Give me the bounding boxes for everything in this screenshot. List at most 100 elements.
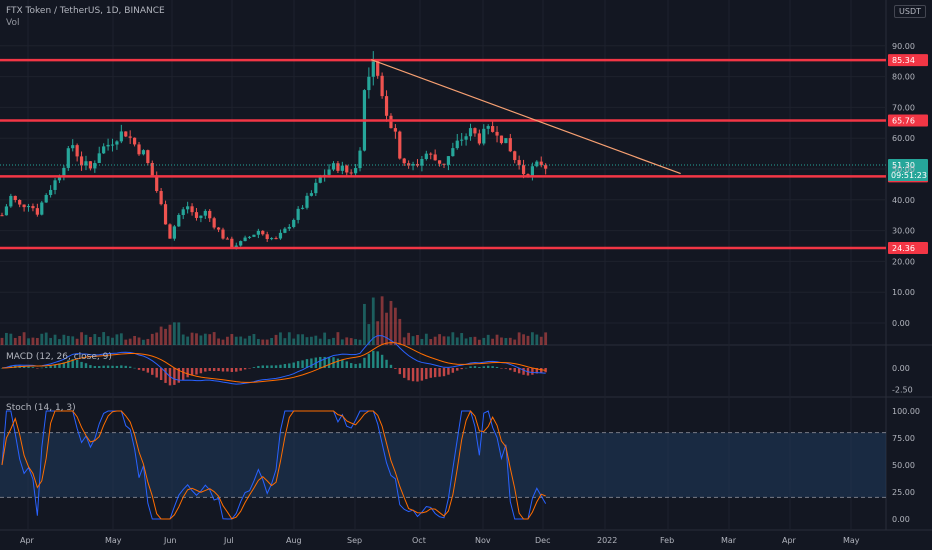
volume-bar (274, 334, 278, 345)
candle-body (168, 224, 172, 239)
candle-body (110, 144, 115, 146)
volume-bar (44, 332, 48, 345)
candle-body (539, 161, 543, 166)
macd-histogram-bar (288, 363, 291, 368)
macd-histogram-bar (394, 368, 397, 369)
candle-body (208, 210, 212, 219)
volume-bar (363, 303, 366, 345)
macd-histogram-bar (478, 366, 481, 368)
macd-histogram-bar (323, 356, 326, 368)
macd-histogram-bar (257, 365, 260, 368)
candle-body (221, 229, 225, 239)
current-price-tag (888, 159, 928, 181)
volume-bar (495, 334, 499, 345)
candle-body (535, 161, 539, 167)
candle-body (468, 128, 473, 137)
candle-body (473, 128, 477, 134)
candle-body (376, 61, 380, 76)
macd-histogram-bar (385, 359, 388, 368)
macd-histogram-bar (270, 365, 273, 368)
volume-bar (508, 337, 512, 345)
candle-body (97, 153, 101, 164)
candle-body (336, 163, 340, 171)
volume-bar (402, 337, 406, 345)
candle-body (491, 126, 495, 132)
volume-bar (75, 338, 79, 345)
macd-histogram-bar (372, 350, 375, 368)
candle-body (354, 168, 358, 174)
candle-body (358, 150, 362, 169)
volume-bar (13, 337, 17, 345)
macd-histogram-bar (482, 366, 485, 368)
macd-histogram-bar (146, 368, 150, 373)
volume-bar (491, 338, 495, 345)
currency-button[interactable]: USDT (894, 5, 926, 18)
candle-body (349, 172, 353, 174)
price-tick-label: 0.00 (892, 319, 910, 328)
macd-histogram-bar (425, 368, 428, 380)
volume-bar (102, 332, 106, 345)
candle-body (234, 245, 238, 248)
macd-histogram-bar (102, 365, 105, 368)
candle-body (526, 174, 530, 176)
time-tick-label: May (843, 536, 860, 545)
volume-bar (119, 333, 123, 345)
macd-histogram-bar (195, 368, 198, 375)
volume-bar (420, 338, 424, 345)
candle-body (261, 230, 265, 235)
stoch-tick-label: 75.00 (892, 434, 915, 443)
volume-bar (393, 307, 397, 345)
macd-histogram-bar (274, 365, 278, 368)
candle-body (380, 75, 384, 97)
macd-histogram-bar (438, 368, 441, 377)
macd-histogram-bar (98, 366, 101, 368)
candle-body (305, 195, 309, 208)
volume-bar (58, 339, 61, 345)
macd-histogram-bar (71, 359, 74, 368)
volume-bar (181, 334, 185, 345)
volume-bar (31, 337, 35, 345)
macd-histogram-bar (504, 368, 508, 369)
macd-histogram-bar (159, 368, 163, 380)
candle-body (517, 160, 521, 166)
volume-bar (349, 338, 353, 345)
candle-body (35, 208, 39, 215)
candle-body (225, 238, 230, 240)
macd-histogram-bar (58, 363, 61, 368)
volume-bar (371, 297, 375, 345)
candle-body (79, 156, 84, 166)
macd-histogram-bar (22, 366, 26, 368)
volume-bar (327, 339, 331, 345)
candle-body (40, 202, 44, 215)
candle-body (150, 163, 154, 176)
macd-histogram-bar (522, 368, 525, 375)
macd-histogram-bar (62, 362, 66, 368)
volume-bar (62, 334, 66, 345)
macd-histogram-bar (442, 368, 446, 377)
stoch-d-line (1, 410, 546, 520)
candle-body (398, 131, 402, 159)
candle-body (274, 238, 278, 240)
candle-body (146, 150, 150, 164)
candle-body (437, 160, 442, 164)
candle-body (327, 169, 331, 175)
volume-bar (531, 332, 534, 345)
candle-body (460, 139, 464, 141)
candle-body (331, 163, 336, 170)
volume-bar (221, 339, 225, 345)
candle-body (115, 141, 119, 145)
volume-bar (296, 334, 300, 345)
macd-tick-label: 0.00 (892, 364, 910, 373)
time-tick-label: Sep (347, 536, 362, 545)
candle-body (508, 138, 512, 152)
macd-histogram-bar (535, 368, 539, 374)
macd-histogram-bar (447, 368, 450, 375)
volume-bar (376, 321, 380, 345)
macd-histogram-bar (261, 365, 264, 368)
volume-bar (305, 337, 309, 345)
volume-bar (190, 332, 194, 345)
volume-bar (71, 336, 75, 345)
macd-histogram-bar (155, 368, 158, 378)
volume-bar (9, 333, 13, 345)
